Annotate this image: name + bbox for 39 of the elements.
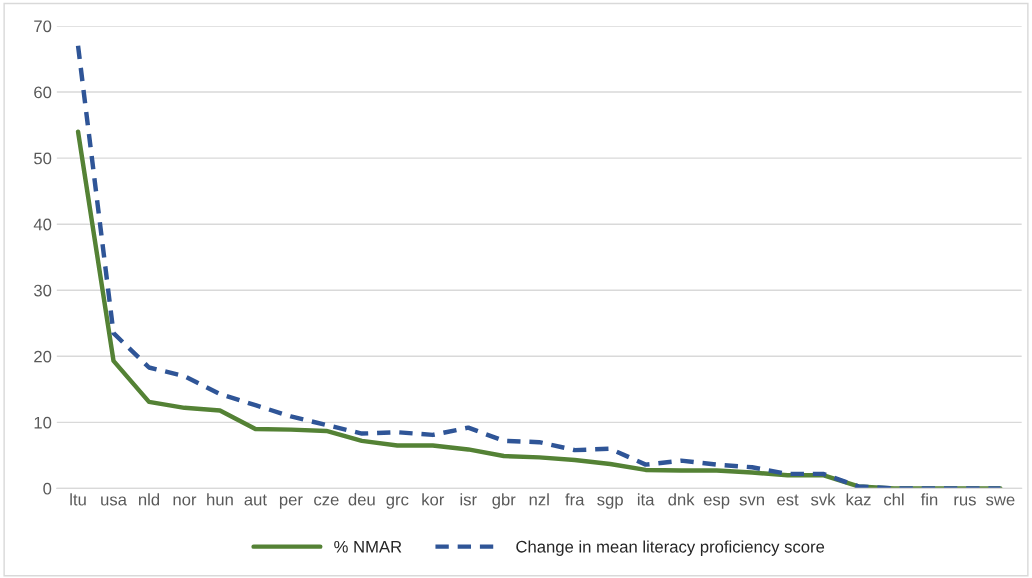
x-tick-label: esp — [703, 496, 730, 509]
y-tick-label: 50 — [34, 152, 52, 165]
y-tick-label: 0 — [43, 482, 52, 495]
x-tick-label: cze — [314, 496, 339, 506]
x-tick-label: kaz — [846, 493, 871, 506]
x-tick-label: svk — [810, 493, 836, 506]
x-tick-label: nld — [138, 493, 160, 506]
x-tick-label: kor — [422, 493, 445, 506]
x-tick-label: sgp — [597, 496, 623, 509]
x-tick-label: fra — [565, 493, 585, 506]
x-tick-label: ltu — [70, 493, 86, 506]
y-tick-label: 30 — [34, 284, 52, 297]
x-tick-label: usa — [101, 496, 127, 506]
x-tick-label: per — [279, 496, 303, 509]
y-tick-label: 40 — [33, 218, 52, 231]
x-tick-label: gbr — [492, 493, 516, 509]
y-tick-label: 10 — [34, 416, 52, 429]
x-tick-label: chl — [884, 493, 904, 506]
line-series — [75, 43, 1003, 489]
x-tick-label: isr — [460, 493, 477, 506]
x-tick-label: nor — [173, 496, 197, 506]
x-tick-label: ita — [637, 493, 655, 506]
x-tick-label: dnk — [668, 493, 695, 506]
y-tick-label: 60 — [34, 86, 52, 99]
x-tick-label: est — [777, 494, 799, 506]
x-tick-label: fin — [920, 493, 938, 506]
x-tick-label: hun — [207, 493, 233, 506]
x-tick-label: deu — [348, 493, 375, 506]
x-tick-label: svn — [739, 496, 764, 506]
x-tick-label: grc — [386, 496, 409, 509]
legend-label: Change in mean literacy proficiency score — [516, 540, 825, 556]
x-tick-label: nzl — [529, 493, 549, 506]
y-tick-label: 70 — [34, 20, 52, 33]
x-tick-label: swe — [986, 496, 1015, 506]
x-tick-label: rus — [954, 496, 976, 506]
x-tick-label: aut — [244, 494, 267, 506]
line-series — [75, 129, 1003, 489]
legend-label: % NMAR — [334, 540, 402, 553]
y-tick-label: 20 — [34, 350, 52, 363]
